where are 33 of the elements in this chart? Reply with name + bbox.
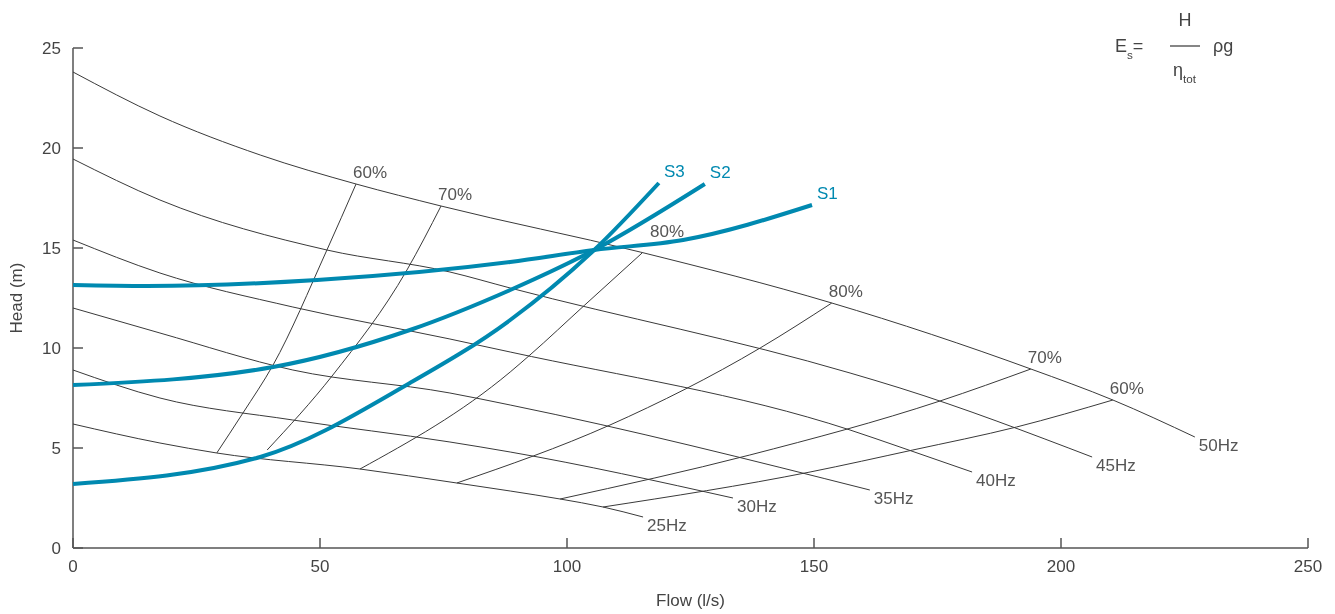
x-tick-label: 50 xyxy=(310,557,330,576)
series-label: 50Hz xyxy=(1198,436,1239,455)
x-tick-label: 0 xyxy=(68,557,78,576)
series-label: 25Hz xyxy=(647,516,687,535)
series-label: 70% xyxy=(438,185,473,204)
annotation: η$_{tot}$ xyxy=(1173,60,1197,85)
series-label: S3 xyxy=(663,162,685,181)
series-label: 30Hz xyxy=(736,497,777,516)
series-label: 60% xyxy=(353,163,388,182)
y-axis-title: Head (m) xyxy=(7,262,26,334)
y-tick-label: 20 xyxy=(42,139,61,158)
series-label: 80% xyxy=(828,282,863,301)
x-tick-label: 100 xyxy=(552,557,582,576)
y-tick-label: 10 xyxy=(42,339,61,358)
y-tick-label: 15 xyxy=(42,239,61,258)
x-tick-label: 200 xyxy=(1046,557,1076,576)
series-label: 60% xyxy=(1109,379,1144,398)
series-label: 45Hz xyxy=(1096,456,1136,475)
x-tick-label: 250 xyxy=(1293,557,1323,576)
annotation: ρg xyxy=(1213,36,1234,56)
series-label: S2 xyxy=(709,163,731,182)
x-axis-title: Flow (l/s) xyxy=(656,591,725,610)
series-label: S1 xyxy=(817,184,838,203)
y-tick-label: 0 xyxy=(51,539,61,558)
y-tick-label: 25 xyxy=(42,39,61,58)
series-label: 70% xyxy=(1027,348,1062,367)
series-label: 80% xyxy=(650,222,685,241)
series-label: 40Hz xyxy=(976,471,1016,490)
text: H xyxy=(1178,10,1192,30)
x-tick-label: 150 xyxy=(799,557,829,576)
series-label: 35Hz xyxy=(873,489,914,508)
y-tick-label: 5 xyxy=(51,439,61,458)
annotation: E$_{s}$= xyxy=(1115,36,1144,61)
